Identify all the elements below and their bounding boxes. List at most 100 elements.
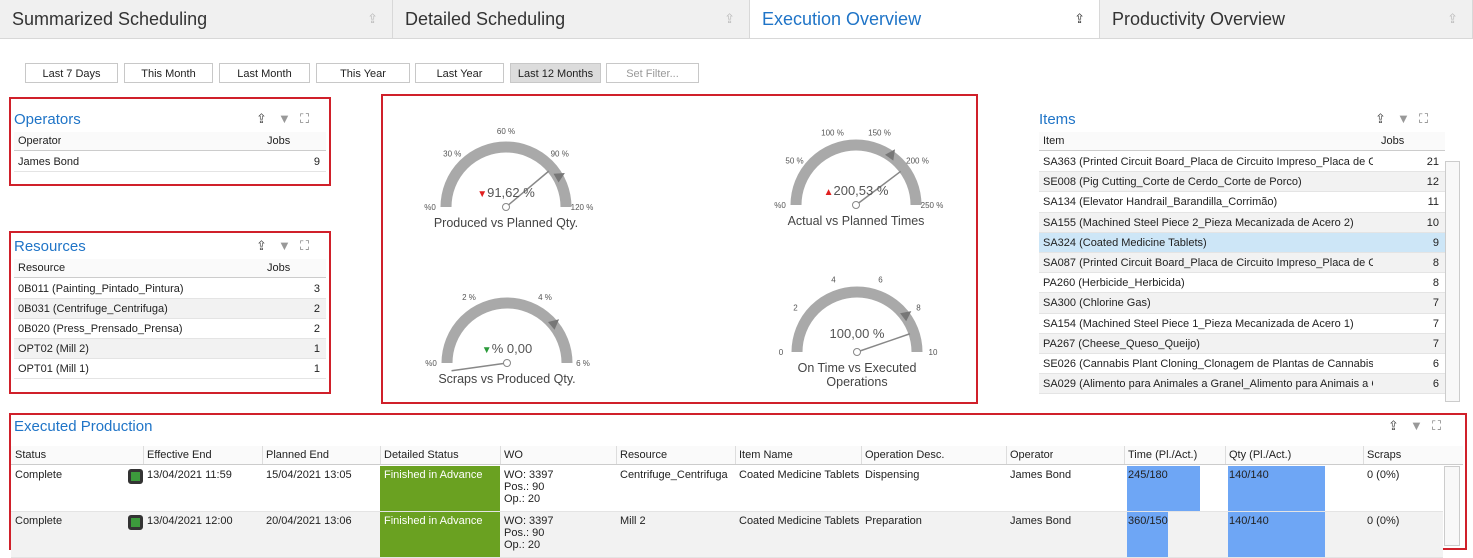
status-icon (128, 515, 143, 530)
filter-button[interactable]: Last 12 Months (510, 63, 601, 83)
table-row[interactable] (1039, 232, 1445, 253)
filter-clear-icon[interactable]: ▼ (1410, 418, 1423, 433)
cell-text: SA363 (Printed Circuit Board_Placa de Ci… (1043, 156, 1373, 168)
column-header: Time (Pl./Act.) (1128, 449, 1198, 461)
panel-title: Resources (14, 238, 86, 255)
qty-bar (1228, 466, 1325, 511)
tab[interactable]: Detailed Scheduling ⇪ (393, 0, 750, 38)
cell-text: James Bond (1010, 469, 1072, 481)
table-row[interactable] (1039, 212, 1445, 233)
gauge-tick-label: %0 (774, 201, 786, 210)
resources-frame (9, 231, 331, 394)
column-divider (1363, 446, 1364, 464)
table-row[interactable] (1039, 152, 1445, 173)
cell-number: 8 (1432, 257, 1439, 269)
table-row[interactable] (11, 512, 1443, 558)
gauge-tick-label: %0 (425, 359, 437, 368)
gauge-arc (441, 297, 573, 364)
filter-clear-icon[interactable]: ▼ (278, 238, 291, 253)
gauge-tick-label: 60 % (497, 127, 515, 136)
gauge-tick-label: 4 % (538, 293, 552, 302)
table-row[interactable] (1039, 354, 1445, 375)
export-icon[interactable]: ⇪ (256, 111, 267, 126)
table-row[interactable] (14, 152, 326, 172)
expand-icon[interactable]: ⛶ (1432, 418, 1442, 433)
time-bar (1127, 512, 1168, 557)
cell-text: 140/140 (1229, 515, 1269, 527)
column-divider (262, 446, 263, 464)
filter-button[interactable]: Last Year (415, 63, 504, 83)
gauge-value-text: 91,62 % (487, 185, 535, 200)
gauge-title: On Time vs Executed Operations (797, 361, 917, 389)
gauge-needle (451, 362, 508, 372)
expand-icon[interactable]: ⛶ (300, 111, 310, 126)
cell-text: SA134 (Elevator Handrail_Barandilla_Corr… (1043, 196, 1278, 209)
filter-button[interactable]: Last Month (219, 63, 310, 83)
table-row[interactable] (14, 359, 326, 379)
qty-bar (1228, 512, 1325, 557)
tab[interactable]: Summarized Scheduling ⇪ (0, 0, 393, 38)
cell-text: 360/150 (1128, 515, 1168, 527)
column-divider (143, 446, 144, 464)
cell-text: 13/04/2021 12:00 (147, 515, 233, 527)
filter-button[interactable]: This Year (316, 63, 410, 83)
cell-text: 0 (0%) (1367, 515, 1400, 527)
cell-text: Centrifuge_Centrifuga (620, 469, 728, 481)
cell-number: 7 (1432, 317, 1439, 330)
export-icon[interactable]: ⇪ (256, 238, 267, 253)
table-row[interactable] (1039, 273, 1445, 294)
table-row[interactable] (14, 339, 326, 359)
wo-line: Op.: 20 (504, 493, 541, 505)
gauge: %0 50 % 100 % 150 % 200 % 250 % (774, 129, 943, 210)
cell-text: 15/04/2021 13:05 (266, 469, 352, 481)
table-row[interactable] (14, 319, 326, 339)
tab[interactable]: Productivity Overview ⇪ (1100, 0, 1473, 38)
cell-number: 3 (313, 283, 320, 295)
cell-text: 13/04/2021 11:59 (147, 469, 232, 481)
column-header: Effective End (147, 449, 212, 461)
gauge-arc (790, 139, 922, 206)
export-icon[interactable]: ⇪ (1375, 111, 1386, 126)
cell-text: Mill 2 (620, 515, 646, 527)
cell-number: 2 (313, 303, 320, 315)
cell-number: 6 (1432, 358, 1439, 370)
table-row[interactable] (14, 299, 326, 319)
filter-button[interactable]: Last 7 Days (25, 63, 118, 83)
filter-clear-icon[interactable]: ▼ (1397, 111, 1410, 126)
cell-number: 2 (313, 323, 320, 335)
table-row[interactable] (14, 279, 326, 299)
cell-number: 7 (1432, 297, 1439, 310)
filter-clear-icon[interactable]: ▼ (278, 111, 291, 126)
table-row[interactable] (1039, 192, 1445, 213)
table-row[interactable] (1039, 333, 1445, 354)
filter-button[interactable]: Set Filter... (606, 63, 699, 83)
cell-text: Finished in Advance (384, 515, 483, 527)
column-header: Item Name (739, 449, 793, 461)
expand-icon[interactable]: ⛶ (1419, 111, 1429, 126)
cell-text: 0B031 (Centrifuge_Centrifuga) (18, 303, 168, 315)
table-row[interactable] (11, 466, 1443, 512)
filter-button[interactable]: This Month (124, 63, 213, 83)
export-icon[interactable]: ⇪ (1388, 418, 1399, 433)
operators-frame (9, 97, 331, 186)
table-row[interactable] (1039, 374, 1445, 395)
cell-text: Coated Medicine Tablets (739, 515, 859, 527)
tab[interactable]: Execution Overview ⇪ (750, 0, 1100, 38)
scrollbar[interactable] (1445, 161, 1460, 402)
scrollbar[interactable] (1444, 466, 1460, 546)
expand-icon[interactable]: ⛶ (300, 238, 310, 253)
table-row[interactable] (1039, 172, 1445, 193)
table-row[interactable] (1039, 293, 1445, 314)
table-row[interactable] (1039, 253, 1445, 274)
detailed-status-bg (380, 466, 500, 511)
table-row[interactable] (1039, 313, 1445, 334)
wo-line: Pos.: 90 (504, 527, 545, 539)
cell-text: Finished in Advance (384, 469, 483, 481)
gauge-value: ▼% 0,00 (447, 341, 567, 356)
gauge-hub (502, 203, 510, 211)
gauge-hub (853, 348, 861, 356)
header-row (11, 446, 1463, 465)
gauge-tick-label: 8 (916, 303, 921, 312)
column-header: Jobs (267, 135, 291, 147)
cell-number: 9 (1432, 236, 1439, 249)
